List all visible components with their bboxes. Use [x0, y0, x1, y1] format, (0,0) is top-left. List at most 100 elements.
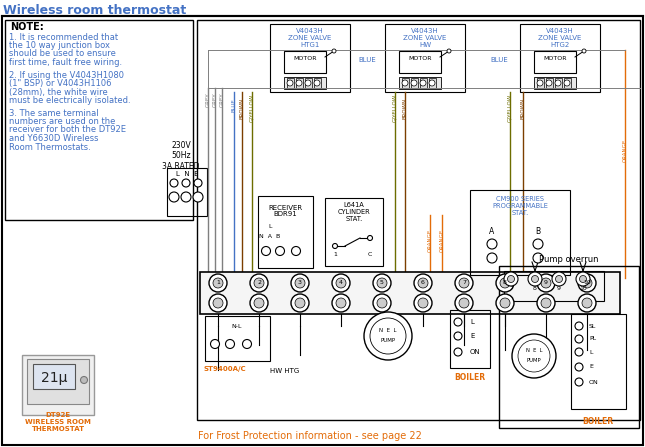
Text: L  N  E: L N E	[175, 171, 198, 177]
Circle shape	[537, 294, 555, 312]
Circle shape	[518, 340, 550, 372]
Bar	[287, 78, 294, 88]
Bar	[197, 20, 640, 420]
Bar	[314, 78, 321, 88]
Text: L: L	[589, 350, 593, 354]
Circle shape	[575, 363, 583, 371]
Circle shape	[555, 275, 562, 283]
Text: 2. If using the V4043H1080: 2. If using the V4043H1080	[9, 71, 124, 80]
Text: V4043H
ZONE VALVE
HTG2: V4043H ZONE VALVE HTG2	[539, 28, 582, 48]
Circle shape	[411, 80, 417, 86]
Text: 21µ: 21µ	[41, 371, 67, 385]
Bar	[200, 272, 620, 314]
Text: GREY: GREY	[206, 93, 210, 107]
Text: ORANGE: ORANGE	[439, 228, 444, 252]
Circle shape	[552, 272, 566, 286]
Text: A: A	[490, 228, 495, 236]
Bar	[22, 355, 94, 415]
Circle shape	[314, 80, 320, 86]
Circle shape	[193, 192, 203, 202]
Circle shape	[575, 322, 583, 330]
Circle shape	[418, 278, 428, 288]
Circle shape	[402, 80, 408, 86]
Text: (28mm), the white wire: (28mm), the white wire	[9, 88, 108, 97]
Circle shape	[454, 348, 462, 356]
Text: G/YELLOW: G/YELLOW	[250, 94, 255, 122]
Circle shape	[295, 298, 305, 308]
Circle shape	[508, 275, 515, 283]
Text: must be electrically isolated.: must be electrically isolated.	[9, 96, 131, 105]
Circle shape	[377, 278, 387, 288]
Circle shape	[213, 278, 223, 288]
Circle shape	[296, 80, 302, 86]
Bar	[325, 198, 383, 266]
Circle shape	[226, 340, 235, 349]
Bar	[399, 77, 441, 89]
Circle shape	[487, 239, 497, 249]
Text: 4: 4	[339, 281, 343, 286]
Circle shape	[496, 274, 514, 292]
Bar	[402, 78, 409, 88]
Circle shape	[531, 275, 539, 283]
Circle shape	[336, 278, 346, 288]
Circle shape	[182, 179, 190, 187]
Text: Room Thermostats.: Room Thermostats.	[9, 143, 91, 152]
Circle shape	[504, 272, 518, 286]
Text: V4043H
ZONE VALVE
HW: V4043H ZONE VALVE HW	[403, 28, 447, 48]
Circle shape	[455, 274, 473, 292]
Bar	[305, 78, 312, 88]
Text: PL: PL	[589, 337, 596, 342]
Bar	[270, 24, 350, 92]
Text: 10: 10	[583, 281, 591, 286]
Text: 3: 3	[298, 281, 302, 286]
Circle shape	[564, 80, 570, 86]
Circle shape	[454, 318, 462, 326]
Circle shape	[454, 332, 462, 340]
Text: 230V
50Hz
3A RATED: 230V 50Hz 3A RATED	[163, 141, 200, 171]
Text: BLUE: BLUE	[358, 57, 376, 63]
Circle shape	[332, 294, 350, 312]
Bar	[258, 196, 313, 268]
Circle shape	[333, 244, 337, 249]
Text: BOILER: BOILER	[455, 374, 486, 383]
Circle shape	[541, 298, 551, 308]
Text: 2: 2	[257, 281, 261, 286]
Text: HW HTG: HW HTG	[270, 368, 300, 374]
Bar	[499, 266, 639, 428]
Circle shape	[500, 298, 510, 308]
Circle shape	[243, 340, 252, 349]
Text: 1: 1	[333, 252, 337, 257]
Text: MOTOR: MOTOR	[543, 56, 567, 62]
Text: 8: 8	[533, 287, 537, 291]
Text: 1: 1	[216, 281, 220, 286]
Bar	[33, 364, 75, 389]
Circle shape	[295, 278, 305, 288]
Text: GREY: GREY	[219, 93, 224, 107]
Text: CM900 SERIES
PROGRAMMABLE
STAT.: CM900 SERIES PROGRAMMABLE STAT.	[492, 196, 548, 216]
Bar	[205, 316, 270, 361]
Circle shape	[275, 246, 284, 256]
Bar	[571, 314, 626, 409]
Circle shape	[287, 80, 293, 86]
Text: N  E  L: N E L	[526, 347, 542, 353]
Text: N  E  L: N E L	[379, 328, 397, 333]
Text: ON: ON	[470, 349, 481, 355]
Circle shape	[292, 246, 301, 256]
Circle shape	[368, 236, 373, 240]
Text: ORANGE: ORANGE	[622, 139, 628, 162]
Text: RECEIVER
BDR91: RECEIVER BDR91	[268, 204, 303, 218]
Circle shape	[213, 298, 223, 308]
Text: N-L: N-L	[232, 324, 243, 329]
Bar	[534, 51, 576, 73]
Circle shape	[541, 278, 551, 288]
Text: SL: SL	[589, 324, 597, 329]
Circle shape	[81, 376, 88, 384]
Circle shape	[578, 274, 596, 292]
Text: MOTOR: MOTOR	[408, 56, 432, 62]
Circle shape	[332, 274, 350, 292]
Text: 7: 7	[509, 287, 513, 291]
Text: the 10 way junction box: the 10 way junction box	[9, 41, 110, 50]
Text: V4043H
ZONE VALVE
HTG1: V4043H ZONE VALVE HTG1	[288, 28, 332, 48]
Bar	[385, 24, 465, 92]
Text: E: E	[470, 333, 474, 339]
